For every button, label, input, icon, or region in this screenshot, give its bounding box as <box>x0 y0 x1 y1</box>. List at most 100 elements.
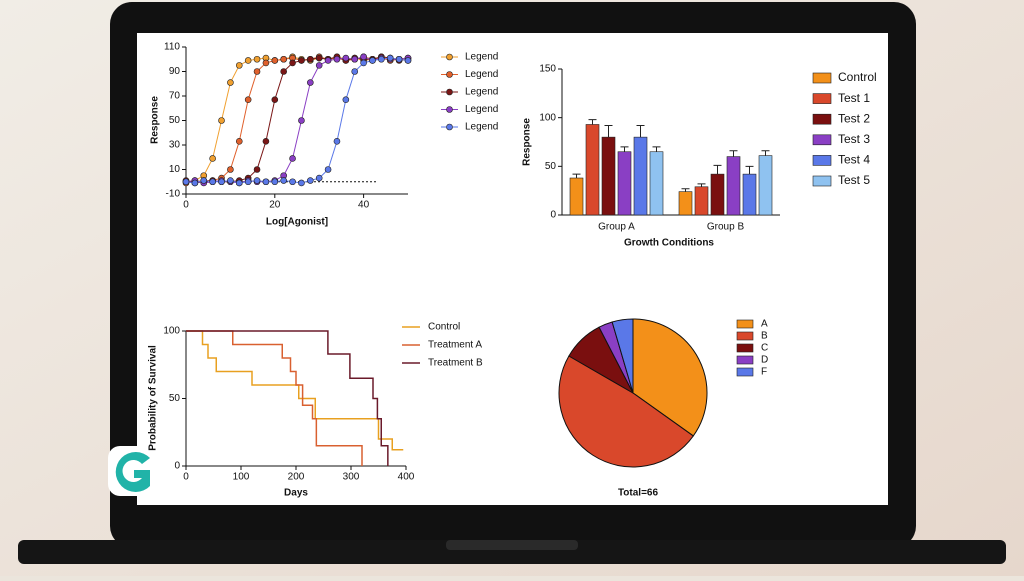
legend-swatch <box>736 331 754 341</box>
legend-label: Test 5 <box>838 173 870 187</box>
point <box>262 138 270 145</box>
point <box>235 138 243 145</box>
error-bar <box>636 124 645 138</box>
y-tick-label: 10 <box>169 164 181 175</box>
bar <box>710 173 725 216</box>
point <box>324 166 332 173</box>
bar <box>742 173 757 216</box>
error-bar <box>604 124 613 138</box>
point <box>360 53 367 61</box>
point <box>182 178 190 186</box>
bar <box>726 156 741 216</box>
point <box>235 179 243 187</box>
legend-marker <box>446 123 453 131</box>
error-bar <box>652 146 661 152</box>
bar <box>649 151 664 216</box>
x-tick-label: Group B <box>707 222 745 233</box>
bar <box>601 136 616 216</box>
legend-label: Legend <box>465 104 498 115</box>
x-tick-label: 0 <box>183 472 189 483</box>
x-tick-label: 0 <box>183 200 189 211</box>
point <box>404 57 412 64</box>
point <box>298 57 305 64</box>
trackpad-notch <box>446 540 578 550</box>
error-bar <box>572 173 581 179</box>
x-axis-title: Days <box>284 488 308 499</box>
legend-label: Test 3 <box>838 132 870 146</box>
point <box>307 55 314 63</box>
point <box>386 54 394 62</box>
legend-label: Legend <box>465 122 498 133</box>
point <box>200 177 208 184</box>
y-tick-label: 50 <box>169 115 181 126</box>
point <box>298 117 305 124</box>
legend-label: B <box>761 331 768 342</box>
y-tick-label: 100 <box>539 112 556 123</box>
y-tick-label: 150 <box>539 64 556 75</box>
x-axis-title: Log[Agonist] <box>266 217 328 228</box>
legend-label: D <box>761 355 768 366</box>
y-axis-title: Response <box>150 96 161 144</box>
point <box>315 174 323 182</box>
point <box>271 96 279 103</box>
legend-label: C <box>761 343 768 354</box>
bar <box>617 151 632 216</box>
point <box>289 178 296 186</box>
y-tick-label: 90 <box>169 66 181 77</box>
error-bar <box>697 183 706 187</box>
legend-label: F <box>761 367 767 378</box>
point <box>289 155 296 162</box>
legend-swatch <box>812 72 832 84</box>
x-tick-label: 400 <box>398 472 415 483</box>
legend-label: Treatment A <box>428 340 482 351</box>
point <box>395 55 403 63</box>
legend-label: Legend <box>465 52 498 63</box>
error-bar <box>713 164 722 175</box>
legend-label: Control <box>838 70 877 84</box>
error-bar <box>745 165 754 175</box>
legend-label: Legend <box>465 87 498 98</box>
point <box>298 179 305 187</box>
legend-marker <box>446 71 453 78</box>
point <box>351 68 359 75</box>
laptop-base <box>18 540 1006 564</box>
point <box>218 178 225 186</box>
pie-slice <box>611 318 634 394</box>
pie-slice <box>632 318 708 437</box>
legend-swatch <box>736 367 754 377</box>
pie-slice <box>558 355 694 468</box>
legend-label: Legend <box>465 69 498 80</box>
point <box>307 79 314 86</box>
legend-swatch <box>812 113 832 125</box>
legend-swatch <box>812 175 832 187</box>
point <box>342 96 350 103</box>
point <box>253 177 261 184</box>
y-tick-label: 0 <box>174 461 180 472</box>
bar <box>633 136 648 216</box>
legend-label: A <box>761 319 768 330</box>
point <box>227 177 234 184</box>
point <box>191 179 199 187</box>
point <box>280 55 287 63</box>
app-logo <box>108 446 158 496</box>
point <box>209 178 216 186</box>
y-tick-label: 0 <box>550 210 556 221</box>
point <box>262 178 270 186</box>
legend-swatch <box>812 155 832 166</box>
x-axis-title: Growth Conditions <box>624 238 714 249</box>
point <box>227 166 234 173</box>
point <box>253 166 261 173</box>
point <box>315 54 323 62</box>
point <box>307 177 314 184</box>
legend-label: Treatment B <box>428 358 483 369</box>
legend-label: Control <box>428 322 460 333</box>
point <box>253 55 261 63</box>
legend-swatch <box>812 93 832 104</box>
point <box>378 55 385 63</box>
point <box>333 138 341 145</box>
legend-label: Test 4 <box>838 153 870 167</box>
point <box>271 57 279 64</box>
survival-curve <box>186 330 389 466</box>
y-tick-label: 70 <box>169 91 181 102</box>
y-axis-title: Response <box>522 118 533 166</box>
